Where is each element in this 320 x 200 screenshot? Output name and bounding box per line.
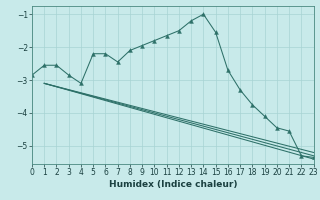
X-axis label: Humidex (Indice chaleur): Humidex (Indice chaleur) bbox=[108, 180, 237, 189]
